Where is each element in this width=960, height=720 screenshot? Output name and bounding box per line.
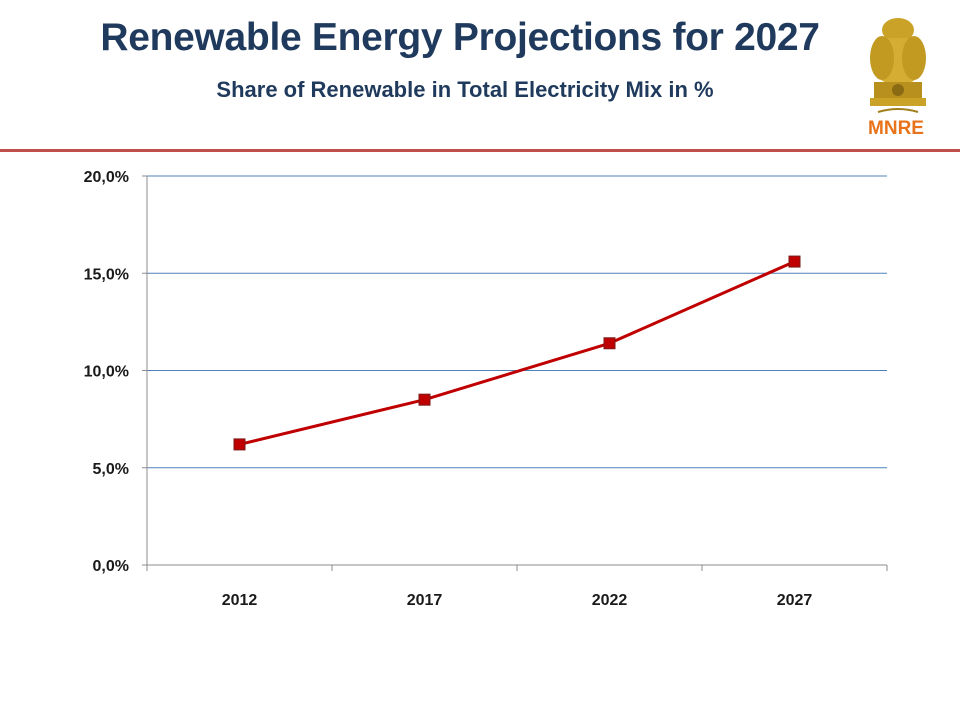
data-point — [788, 255, 801, 268]
data-point — [233, 438, 246, 451]
chart-axes — [142, 175, 888, 571]
chart-series — [233, 255, 801, 451]
y-tick-label: 10,0% — [84, 364, 129, 381]
x-tick-label: 2027 — [777, 592, 813, 609]
y-axis-labels: 0,0% 5,0% 10,0% 15,0% 20,0% — [84, 169, 129, 575]
chart-grid — [147, 175, 887, 469]
x-tick-label: 2012 — [222, 592, 258, 609]
series-line — [239, 260, 796, 446]
x-tick-label: 2017 — [407, 592, 443, 609]
page-subtitle: Share of Renewable in Total Electricity … — [216, 77, 714, 102]
y-tick-label: 0,0% — [93, 558, 129, 575]
header-divider — [0, 149, 960, 152]
x-axis-labels: 2012 2017 2022 2027 — [222, 592, 813, 609]
mnre-logo: MNRE — [868, 118, 924, 139]
page-title: Renewable Energy Projections for 2027 — [100, 16, 820, 59]
y-tick-label: 5,0% — [93, 461, 129, 478]
data-point — [418, 393, 431, 406]
y-tick-label: 15,0% — [84, 266, 129, 283]
state-emblem-icon — [870, 18, 926, 113]
x-tick-label: 2022 — [592, 592, 628, 609]
data-point — [603, 337, 616, 350]
y-tick-label: 20,0% — [84, 169, 129, 186]
